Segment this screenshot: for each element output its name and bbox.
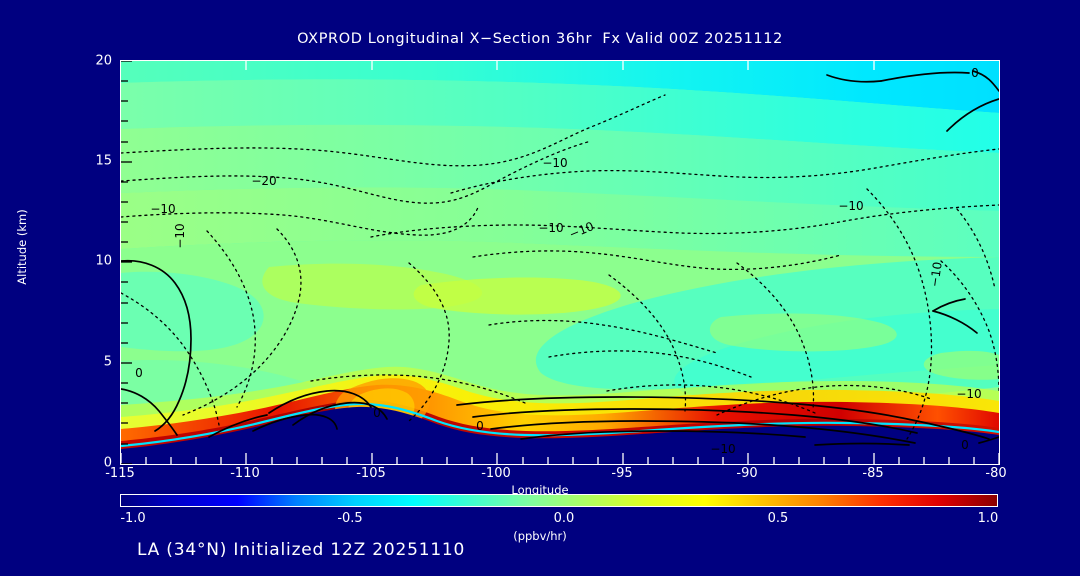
x-minor-ticks: [145, 457, 975, 464]
colorbar-gradient: [120, 494, 998, 507]
y-tick-label: 20: [95, 53, 112, 69]
field-band-teal-2: [121, 124, 999, 211]
contour-label: −10: [838, 199, 863, 213]
x-axis-title: Longitude: [511, 483, 569, 497]
colorbar-tick-label: -0.5: [337, 511, 363, 526]
field-warm-tongue-d: [923, 350, 999, 380]
zero-contour-group: [121, 70, 999, 446]
x-tick-label: -95: [611, 466, 633, 481]
x-tick-label: -105: [356, 466, 386, 481]
contour-label: −10: [542, 156, 567, 170]
x-tick-label: -110: [230, 466, 260, 481]
colorbar-tick-label: 0.0: [553, 511, 575, 526]
y-tick-label: 15: [95, 153, 112, 169]
field-teal-tongue-inner: [674, 309, 999, 402]
chart-title: OXPROD Longitudinal X−Section 36hr Fx Va…: [297, 31, 783, 47]
y-tick-label: 0: [103, 455, 112, 471]
x-tick-label: -90: [736, 466, 758, 481]
field-warm-tongue-b: [413, 277, 621, 315]
contour-label: −10: [150, 202, 175, 216]
field-warm-tongue-c: [709, 313, 897, 352]
field-band-teal-1: [121, 79, 999, 153]
y-minor-ticks: [121, 80, 128, 445]
y-axis-title: Altitude (km): [15, 209, 29, 285]
contour-label: 0: [476, 419, 484, 433]
contour-label: −10: [956, 387, 981, 401]
terrain-mask: [121, 406, 999, 464]
contour-label: −10: [173, 223, 187, 248]
x-major-ticks: [121, 453, 999, 464]
x-tick-label: -80: [985, 466, 1007, 481]
contour-label: 0: [971, 66, 979, 80]
y-tick-label: 10: [95, 253, 112, 269]
x-tick-label: -100: [481, 466, 511, 481]
colorbar-units-label: (ppbv/hr): [513, 529, 567, 543]
terrain-cyan-skin: [121, 402, 999, 448]
contour-label: 0: [961, 438, 969, 452]
cross-section-plot: 0 −10 −10 −10 −10 −20 −10 −10 −10 0 0 0 …: [121, 61, 999, 464]
figure-caption: LA (34°N) Initialized 12Z 20251110: [137, 540, 466, 560]
colorbar-tick-label: -1.0: [120, 511, 146, 526]
contour-label: 0: [373, 406, 381, 420]
field-band-upper-cyan: [121, 61, 999, 113]
field-teal-pocket-left: [121, 271, 264, 352]
contour-label: −10: [538, 221, 563, 235]
contour-label: 0: [135, 366, 143, 380]
colorbar-tick-label: 0.5: [767, 511, 789, 526]
colorbar: [120, 494, 998, 507]
contour-label: −10: [710, 442, 735, 456]
plot-area: 0 −10 −10 −10 −10 −20 −10 −10 −10 0 0 0 …: [120, 60, 1000, 465]
field-band-green-1: [121, 187, 999, 257]
colorbar-tick-label: 1.0: [977, 511, 999, 526]
x-tick-label: -85: [862, 466, 884, 481]
contour-label: −20: [251, 174, 276, 188]
tick-group: [121, 61, 999, 464]
y-major-ticks: [121, 61, 132, 464]
x-tick-label: -115: [105, 466, 135, 481]
contour-label: −10: [927, 261, 944, 288]
x-top-ticks: [245, 61, 875, 70]
y-tick-label: 5: [103, 354, 112, 370]
